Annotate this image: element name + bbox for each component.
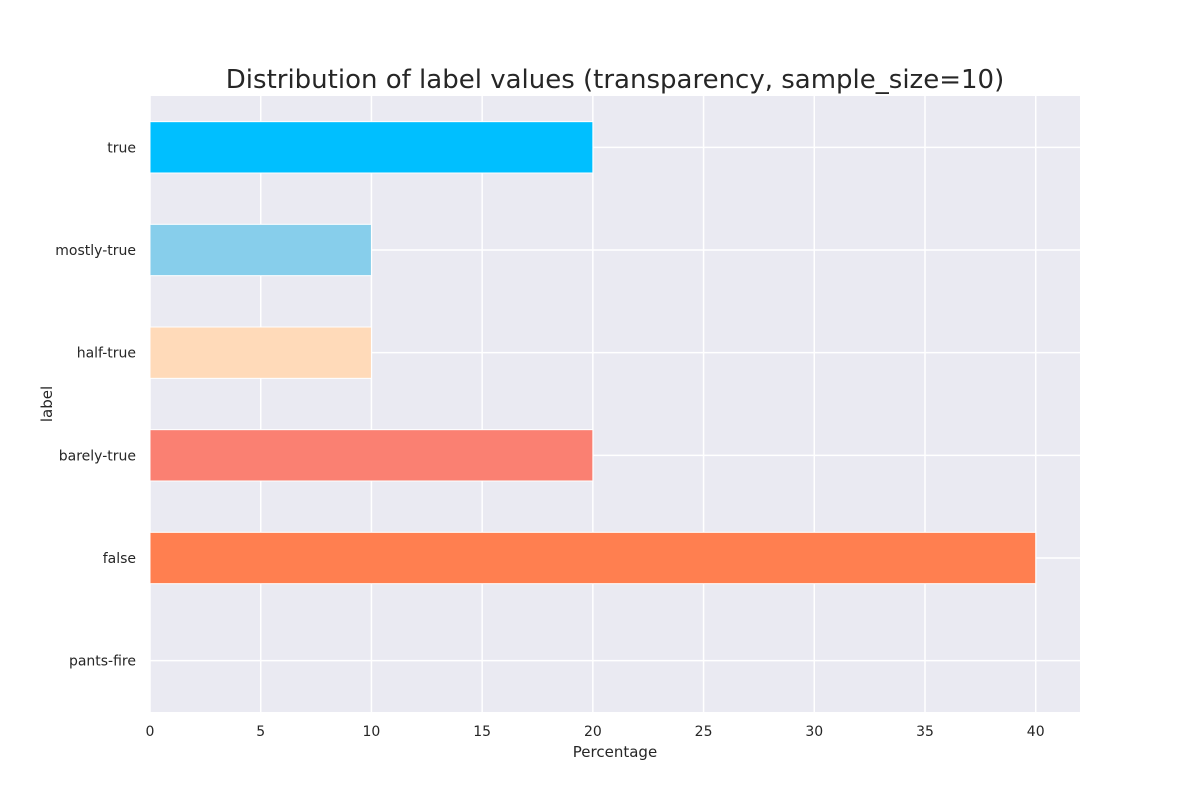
x-tick-label: 0 — [146, 724, 155, 740]
x-tick-label: 25 — [695, 724, 713, 740]
y-tick-label: false — [103, 551, 136, 567]
plot-area — [150, 96, 1080, 712]
y-tick-label: barely-true — [59, 448, 136, 464]
x-axis-title: Percentage — [573, 743, 657, 761]
bar-half-true — [149, 326, 372, 379]
x-tick-label: 10 — [363, 724, 381, 740]
y-tick-label: true — [107, 140, 136, 156]
y-tick-label: mostly-true — [55, 243, 136, 259]
tick-labels: pants-fire false barely-true half-true mostl… — [55, 140, 1044, 740]
bar-false — [149, 531, 1037, 585]
x-tick-label: 20 — [584, 724, 602, 740]
x-tick-label: 40 — [1027, 724, 1045, 740]
y-tick-label: pants-fire — [69, 654, 136, 670]
x-tick-label: 35 — [916, 724, 934, 740]
x-tick-label: 5 — [256, 724, 265, 740]
y-axis-title: label — [38, 386, 56, 422]
bar-mostly-true — [149, 223, 372, 277]
x-tick-label: 30 — [805, 724, 823, 740]
y-tick-label: half-true — [77, 346, 136, 362]
bar-true — [149, 121, 594, 174]
bars — [149, 121, 1037, 585]
bar-barely-true — [149, 429, 594, 482]
x-tick-label: 15 — [473, 724, 491, 740]
chart-title: Distribution of label values (transparen… — [226, 65, 1004, 95]
